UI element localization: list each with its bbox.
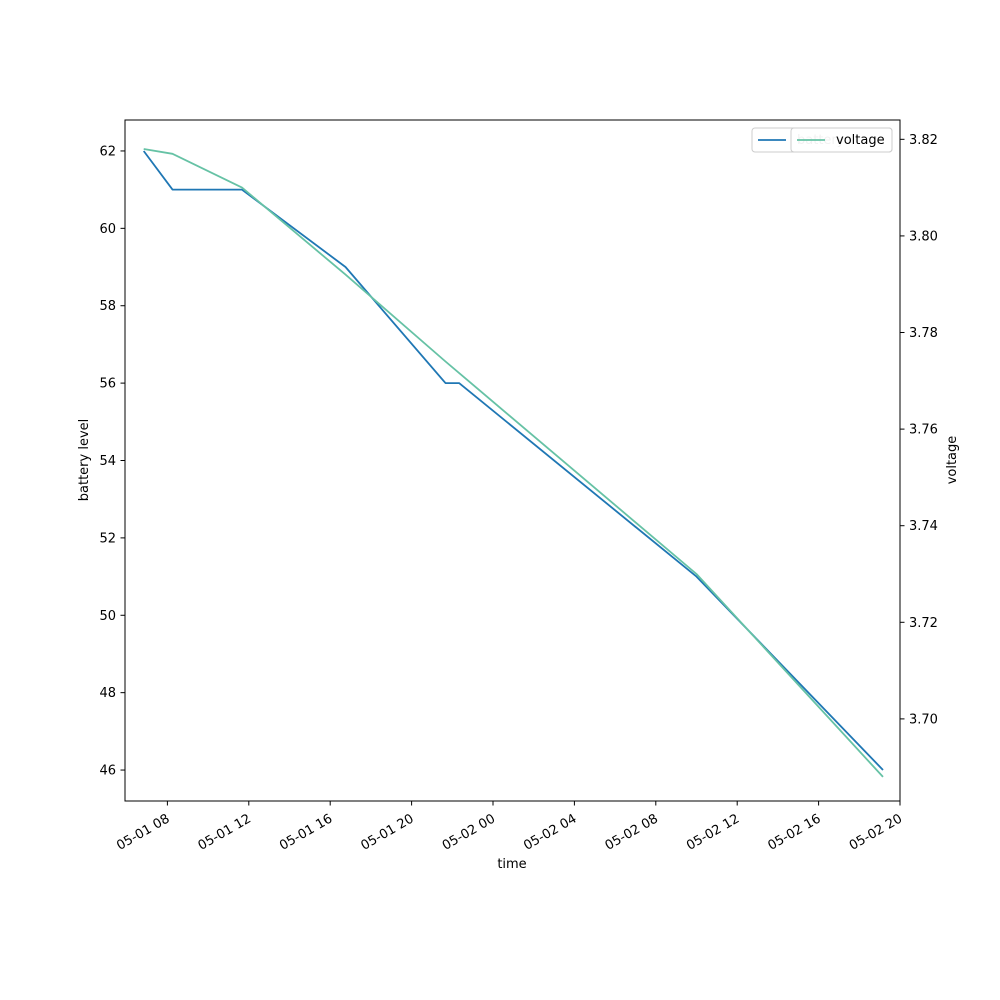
right-tick-label: 3.82 bbox=[909, 133, 938, 148]
right-tick-label: 3.78 bbox=[909, 326, 938, 341]
x-tick-label: 05-01 20 bbox=[358, 811, 416, 853]
series-line-voltage bbox=[143, 148, 884, 778]
left-tick-label: 58 bbox=[99, 299, 116, 314]
x-tick-label: 05-02 16 bbox=[765, 811, 823, 853]
right-tick-label: 3.74 bbox=[909, 519, 938, 534]
right-tick-label: 3.72 bbox=[909, 616, 938, 631]
x-axis-label: time bbox=[497, 857, 526, 872]
x-tick-label: 05-01 12 bbox=[196, 811, 254, 853]
left-axis-label: battery level bbox=[77, 419, 92, 502]
right-tick-label: 3.70 bbox=[909, 712, 938, 727]
x-tick-label: 05-02 08 bbox=[603, 811, 661, 853]
series-line-battery bbox=[142, 150, 884, 771]
left-tick-label: 56 bbox=[99, 377, 116, 392]
right-tick-label: 3.80 bbox=[909, 229, 938, 244]
plot-frame bbox=[124, 119, 901, 802]
x-tick-label: 05-01 08 bbox=[114, 811, 172, 853]
legend-voltage: voltage bbox=[790, 127, 893, 153]
x-tick-label: 05-02 20 bbox=[847, 811, 905, 853]
x-tick-label: 05-02 04 bbox=[521, 811, 579, 853]
left-tick-label: 48 bbox=[99, 686, 116, 701]
left-tick-label: 50 bbox=[99, 609, 116, 624]
x-tick-label: 05-02 12 bbox=[684, 811, 742, 853]
right-axis-label: voltage bbox=[945, 436, 960, 485]
left-tick-label: 60 bbox=[99, 222, 116, 237]
x-tick-label: 05-02 00 bbox=[440, 811, 498, 853]
left-tick-label: 46 bbox=[99, 764, 116, 779]
left-tick-label: 52 bbox=[99, 531, 116, 546]
x-tick-label: 05-01 16 bbox=[277, 811, 335, 853]
legend-voltage-label: voltage bbox=[836, 133, 885, 148]
right-tick-label: 3.76 bbox=[909, 423, 938, 438]
series-layer bbox=[142, 148, 884, 778]
legend-voltage-box bbox=[790, 127, 893, 153]
left-tick-label: 62 bbox=[99, 144, 116, 159]
plot-area bbox=[125, 120, 900, 801]
left-tick-label: 54 bbox=[99, 454, 116, 469]
